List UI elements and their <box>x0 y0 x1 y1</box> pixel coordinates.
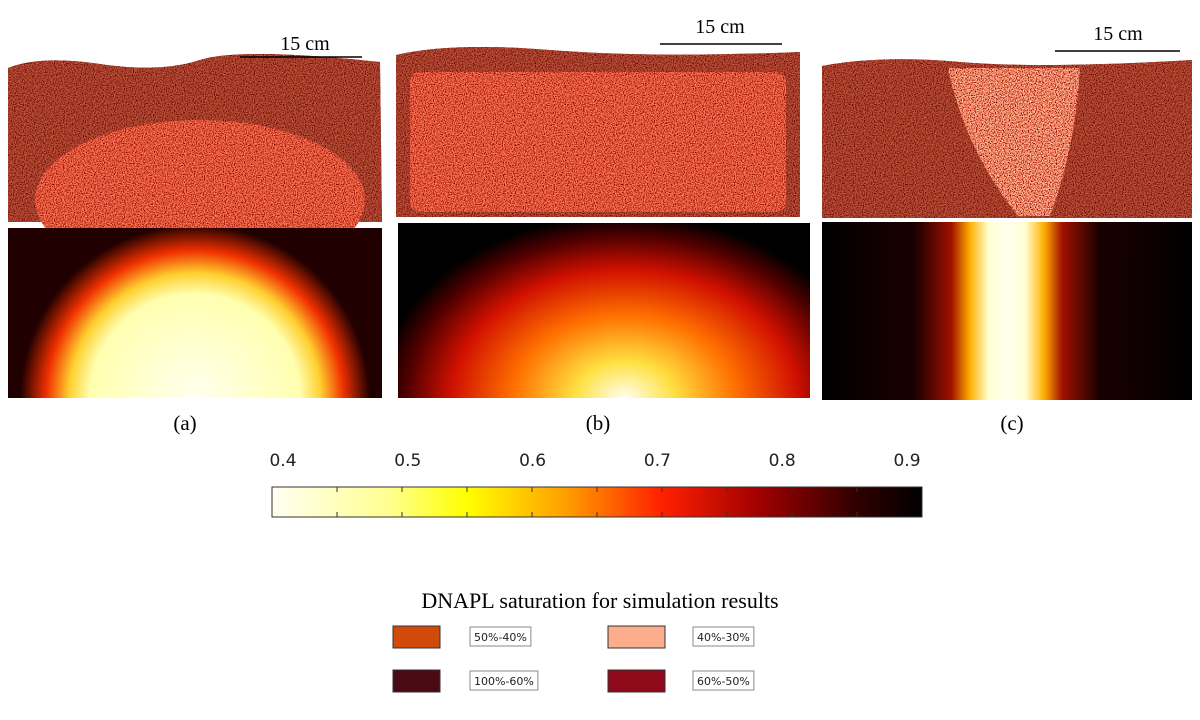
caption: DNAPL saturation for simulation results <box>421 588 778 613</box>
colorbar: 0.4 0.5 0.6 0.7 0.8 0.9 <box>269 451 923 518</box>
scale-label: 15 cm <box>280 33 330 55</box>
panel-label: (b) <box>586 411 611 435</box>
legend: 50%-40% 40%-30% 100%-60% 60%-50% <box>392 625 755 693</box>
scale-label: 15 cm <box>695 16 745 38</box>
colorbar-tick-label: 0.5 <box>394 451 421 471</box>
scale-label: 15 cm <box>1093 23 1143 45</box>
legend-swatch <box>392 669 441 693</box>
panel-label: (c) <box>1000 411 1023 435</box>
colorbar-tick-label: 0.7 <box>644 451 671 471</box>
legend-swatch <box>607 669 666 693</box>
simulation-b <box>398 223 810 398</box>
legend-label-box <box>469 670 539 691</box>
colorbar-tick-label: 0.4 <box>269 451 296 471</box>
legend-label-box <box>469 626 532 647</box>
simulation-c <box>822 222 1192 400</box>
legend-label: 100%-60% <box>474 675 534 688</box>
colorbar-tick-label: 0.6 <box>519 451 546 471</box>
colorbar-tick-label: 0.9 <box>893 451 920 471</box>
legend-label: 40%-30% <box>697 631 750 644</box>
legend-swatch <box>607 625 666 649</box>
legend-label: 60%-50% <box>697 675 750 688</box>
photo-c <box>822 59 1192 219</box>
legend-label: 50%-40% <box>474 631 527 644</box>
photo-b <box>396 46 800 218</box>
simulation-a <box>8 228 382 398</box>
legend-swatch <box>392 625 441 649</box>
legend-label-box <box>692 670 755 691</box>
panel-label: (a) <box>173 411 196 435</box>
legend-label-box <box>692 626 755 647</box>
colorbar-tick-label: 0.8 <box>769 451 796 471</box>
